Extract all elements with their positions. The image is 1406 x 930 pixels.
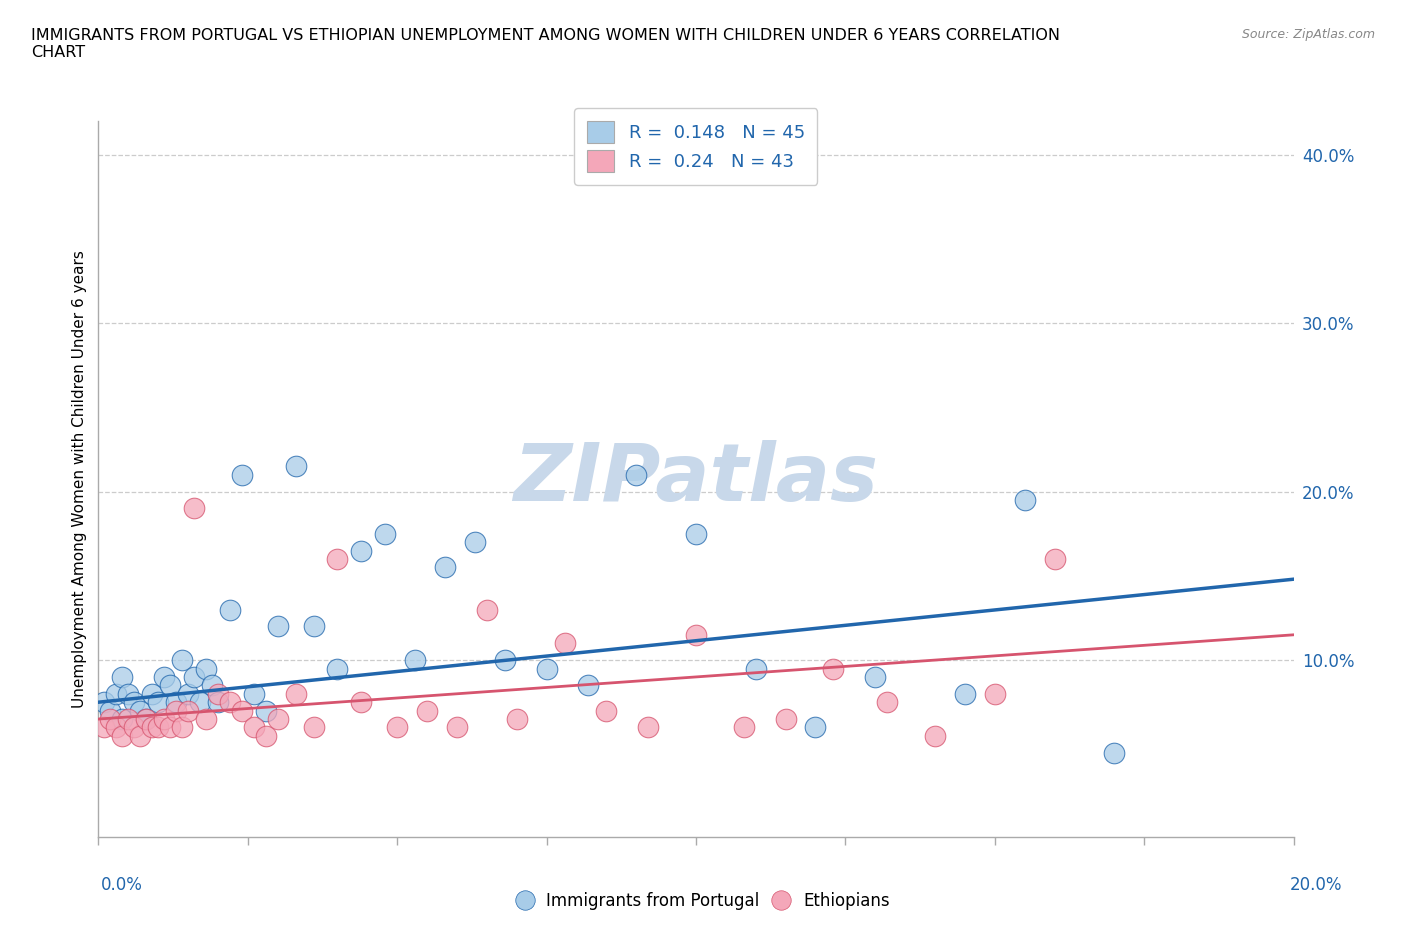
Point <box>93 720 115 735</box>
Point <box>745 661 768 676</box>
Point <box>165 703 187 718</box>
Point <box>733 720 755 735</box>
Point <box>231 703 253 718</box>
Point <box>506 711 529 726</box>
Point <box>302 619 325 634</box>
Text: 0.0%: 0.0% <box>101 876 143 895</box>
Point <box>554 636 576 651</box>
Point <box>267 711 290 726</box>
Point <box>876 695 898 710</box>
Point <box>201 678 224 693</box>
Y-axis label: Unemployment Among Women with Children Under 6 years: Unemployment Among Women with Children U… <box>72 250 87 708</box>
Point <box>117 686 139 701</box>
Point <box>267 619 290 634</box>
Point <box>302 720 325 735</box>
Text: IMMIGRANTS FROM PORTUGAL VS ETHIOPIAN UNEMPLOYMENT AMONG WOMEN WITH CHILDREN UND: IMMIGRANTS FROM PORTUGAL VS ETHIOPIAN UN… <box>31 28 1060 60</box>
Point <box>385 720 409 735</box>
Point <box>350 695 373 710</box>
Text: 20.0%: 20.0% <box>1291 876 1343 895</box>
Point <box>243 720 266 735</box>
Point <box>207 695 229 710</box>
Point <box>326 661 349 676</box>
Point <box>111 670 134 684</box>
Point <box>177 686 200 701</box>
Point <box>775 711 797 726</box>
Point <box>129 728 152 743</box>
Point <box>536 661 558 676</box>
Point <box>1043 551 1066 566</box>
Point <box>243 686 266 701</box>
Point <box>141 686 163 701</box>
Point <box>494 653 516 668</box>
Point <box>129 703 152 718</box>
Point <box>148 720 170 735</box>
Point <box>124 720 146 735</box>
Point <box>153 670 176 684</box>
Point <box>159 720 181 735</box>
Point <box>105 720 128 735</box>
Point <box>984 686 1007 701</box>
Point <box>416 703 439 718</box>
Point <box>685 526 707 541</box>
Point <box>183 670 205 684</box>
Point <box>98 711 122 726</box>
Point <box>1104 745 1126 760</box>
Point <box>924 728 946 743</box>
Point <box>153 711 176 726</box>
Point <box>183 501 205 516</box>
Point <box>254 728 277 743</box>
Point <box>135 711 157 726</box>
Text: ZIPatlas: ZIPatlas <box>513 440 879 518</box>
Point <box>326 551 349 566</box>
Point <box>188 695 211 710</box>
Point <box>475 602 498 617</box>
Point <box>172 720 194 735</box>
Point <box>578 678 600 693</box>
Legend: R =  0.148   N = 45, R =  0.24   N = 43: R = 0.148 N = 45, R = 0.24 N = 43 <box>575 109 817 185</box>
Point <box>195 661 218 676</box>
Point <box>865 670 887 684</box>
Point <box>219 602 242 617</box>
Point <box>284 686 307 701</box>
Point <box>117 711 139 726</box>
Point <box>111 728 134 743</box>
Point <box>685 628 707 643</box>
Point <box>111 711 134 726</box>
Point <box>207 686 229 701</box>
Point <box>172 653 194 668</box>
Text: Source: ZipAtlas.com: Source: ZipAtlas.com <box>1241 28 1375 41</box>
Point <box>404 653 426 668</box>
Point <box>141 720 163 735</box>
Point <box>231 467 253 482</box>
Point <box>374 526 396 541</box>
Point <box>464 535 486 550</box>
Legend: Immigrants from Portugal, Ethiopians: Immigrants from Portugal, Ethiopians <box>510 885 896 917</box>
Point <box>124 695 146 710</box>
Point <box>350 543 373 558</box>
Point <box>595 703 617 718</box>
Point <box>284 458 307 473</box>
Point <box>148 695 170 710</box>
Point <box>953 686 976 701</box>
Point <box>823 661 845 676</box>
Point <box>177 703 200 718</box>
Point <box>105 686 128 701</box>
Point <box>98 703 122 718</box>
Point <box>1014 493 1036 508</box>
Point <box>93 695 115 710</box>
Point <box>434 560 457 575</box>
Point <box>219 695 242 710</box>
Point <box>637 720 659 735</box>
Point <box>446 720 468 735</box>
Point <box>195 711 218 726</box>
Point <box>254 703 277 718</box>
Point <box>626 467 648 482</box>
Point <box>135 711 157 726</box>
Point <box>165 695 187 710</box>
Point <box>804 720 827 735</box>
Point <box>159 678 181 693</box>
